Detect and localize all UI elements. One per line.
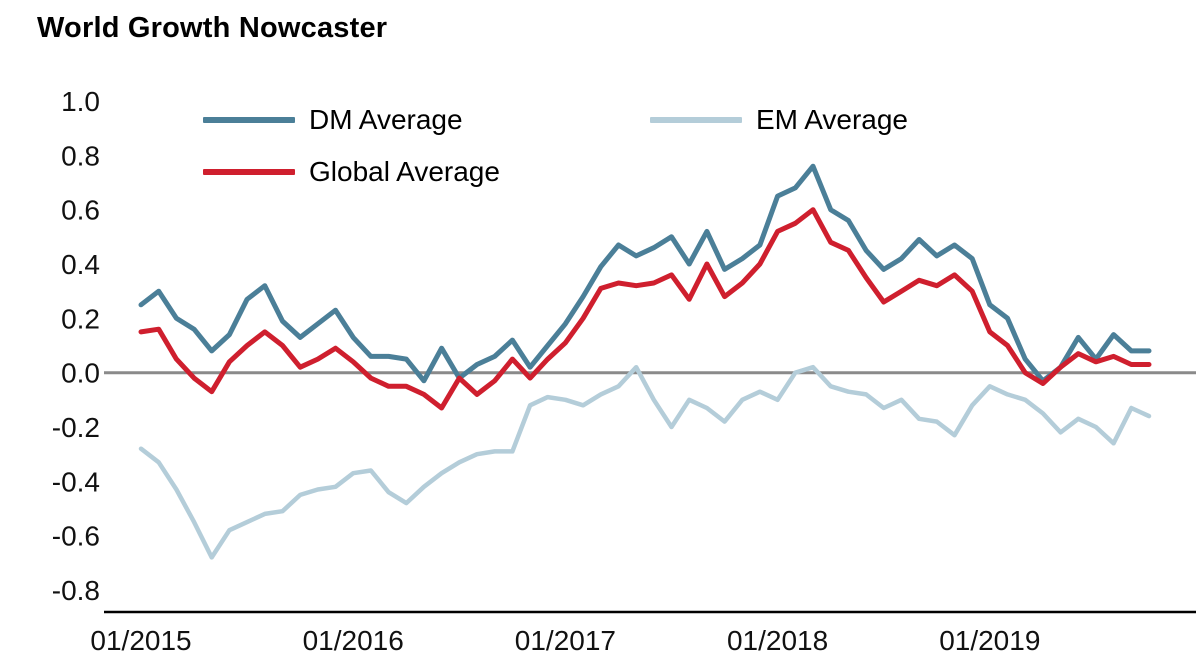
legend-swatch-dm-average bbox=[203, 117, 295, 123]
legend-label-global-average: Global Average bbox=[309, 156, 500, 187]
x-tick-label: 01/2016 bbox=[303, 625, 404, 656]
legend-item-global-average: Global Average bbox=[203, 156, 500, 188]
global-average-line bbox=[138, 207, 1152, 411]
legend-label-em-average: EM Average bbox=[755, 104, 908, 135]
y-tick-label: 0.6 bbox=[61, 195, 100, 226]
chart-title: World Growth Nowcaster bbox=[37, 12, 388, 44]
y-tick-label: 0.4 bbox=[61, 249, 100, 280]
legend-item-dm-average: DM Average bbox=[203, 104, 500, 136]
y-tick-label: 1.0 bbox=[61, 86, 100, 117]
y-tick-label: -0.4 bbox=[52, 466, 100, 497]
chart-legend: DM Average EM Average Global Average bbox=[203, 104, 908, 188]
y-tick-label: -0.2 bbox=[52, 412, 100, 443]
y-tick-label: 0.8 bbox=[61, 140, 100, 171]
em-average-line bbox=[138, 364, 1152, 560]
y-tick-label: 0.2 bbox=[61, 303, 100, 334]
legend-label-dm-average: DM Average bbox=[309, 104, 463, 135]
x-tick-label: 01/2015 bbox=[90, 625, 191, 656]
legend-item-em-average: EM Average bbox=[649, 104, 908, 136]
y-tick-label: -0.6 bbox=[52, 521, 100, 552]
x-tick-label: 01/2019 bbox=[939, 625, 1040, 656]
legend-swatch-em-average bbox=[649, 117, 742, 123]
x-tick-label: 01/2017 bbox=[515, 625, 616, 656]
x-tick-label: 01/2018 bbox=[727, 625, 828, 656]
y-tick-label: -0.8 bbox=[52, 575, 100, 606]
dm-average-line bbox=[138, 163, 1152, 384]
y-tick-label: 0.0 bbox=[61, 358, 100, 389]
legend-swatch-global-average bbox=[203, 169, 295, 175]
